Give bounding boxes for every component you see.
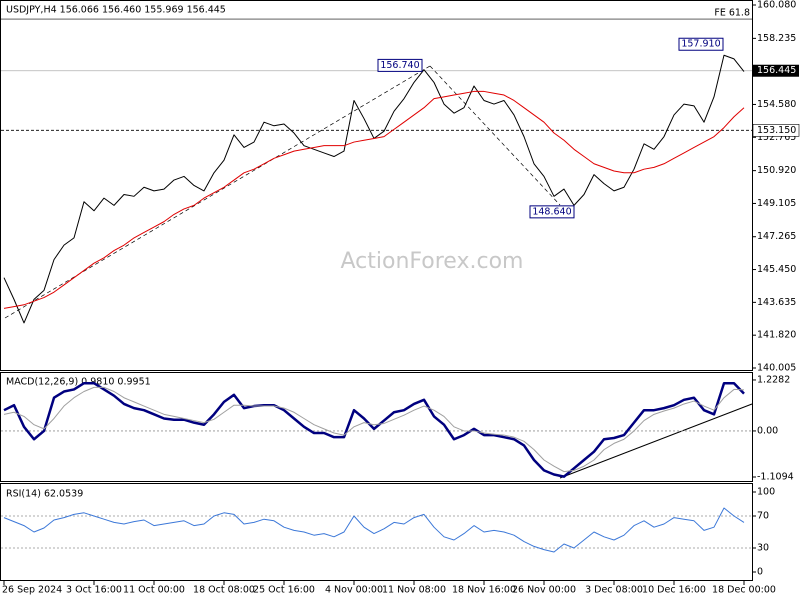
panel-title: MACD(12,26,9) 0.9810 0.9951 [6,377,151,388]
y-tick-label: 0 [757,567,763,578]
last-price-marker [753,64,799,77]
macd-panel [0,372,753,482]
y-tick-label: -1.1094 [757,471,794,482]
last-price-label: 156.445 [757,65,796,76]
x-tick-label: 4 Nov 00:00 [325,585,383,596]
fe-label: FE 61.8 [714,8,750,19]
series-line [3,386,745,473]
rsi-panel [0,483,753,581]
macd-trend-line [559,403,753,479]
y-tick-label: 145.450 [757,264,796,275]
x-tick-label: 26 Sep 2024 [2,585,62,596]
annotation-label: 148.640 [532,206,571,217]
y-tick-label: 1.2282 [757,374,790,385]
y-tick-label: 160.080 [757,0,796,11]
x-tick-label: 3 Dec 08:00 [585,585,643,596]
annotation-box [678,37,724,51]
x-tick-label: 11 Nov 08:00 [382,585,446,596]
watermark: ActionForex.com [341,249,524,274]
annotation-box [529,205,575,219]
annotation-label: 157.910 [681,39,720,50]
y-tick-label: 141.820 [757,330,796,341]
price-panel [0,0,753,371]
y-tick-label: 147.265 [757,231,796,242]
panel-title: RSI(14) 62.0539 [6,489,83,500]
y-tick-label: 149.105 [757,198,796,209]
x-tick-label: 11 Oct 00:00 [123,585,185,596]
x-tick-label: 3 Oct 16:00 [66,585,122,596]
y-tick-label: 158.235 [757,33,796,44]
annotation-label: 156.740 [380,60,419,71]
y-tick-label: 143.635 [757,297,796,308]
series-line [3,381,745,478]
y-tick-label: 30 [757,543,769,554]
y-tick-label: 152.765 [757,132,796,143]
series-line [3,90,745,309]
y-tick-label: 140.005 [757,363,796,374]
y-tick-label: 0.00 [757,425,778,436]
x-tick-label: 18 Dec 00:00 [712,585,776,596]
annotation-box [377,58,423,72]
x-tick-label: 25 Oct 16:00 [253,585,315,596]
trend-line [429,65,561,206]
y-tick-label: 100 [757,487,775,498]
y-tick-label: 70 [757,511,769,522]
panel-title: USDJPY,H4 156.066 156.460 155.969 156.44… [6,5,226,16]
x-tick-label: 10 Dec 16:00 [642,585,706,596]
level-marker [752,124,800,137]
y-tick-label: 150.920 [757,165,796,176]
trend-line [4,65,431,319]
x-tick-label: 18 Oct 08:00 [193,585,255,596]
series-line [3,507,745,553]
x-tick-label: 18 Nov 16:00 [452,585,516,596]
level-label: 153.150 [757,125,796,136]
y-tick-label: 154.580 [757,99,796,110]
x-tick-label: 26 Nov 00:00 [512,585,576,596]
